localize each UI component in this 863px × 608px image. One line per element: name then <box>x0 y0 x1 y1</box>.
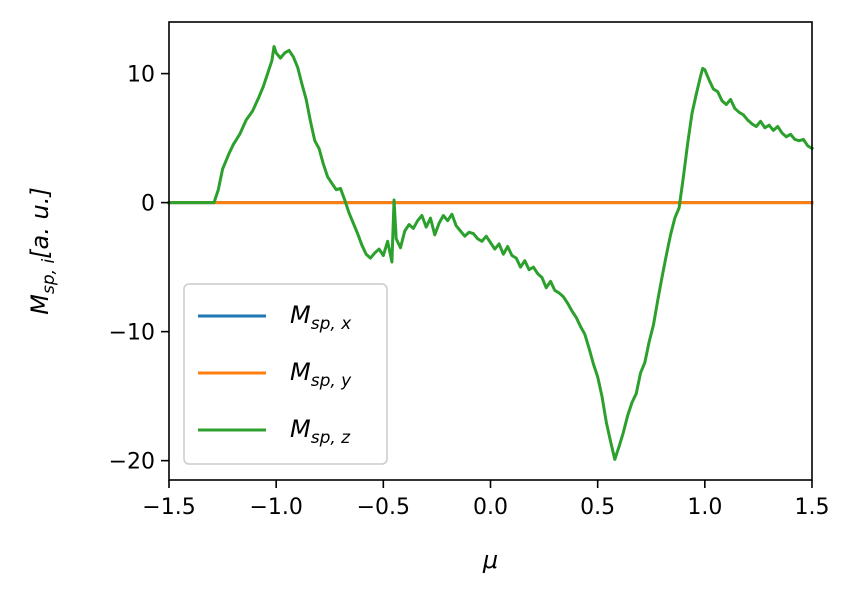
legend: Msp, x Msp, y Msp, z <box>183 283 388 465</box>
x-tick-label: 1.0 <box>687 495 722 520</box>
x-tick-label: −0.5 <box>357 495 410 520</box>
series-line-spz <box>167 45 815 461</box>
y-axis-label: Msp, i[a. u.] <box>26 187 59 314</box>
y-axis-label-subscript: sp, i <box>39 259 59 294</box>
x-tick-label: 0.0 <box>473 495 508 520</box>
x-tick-label: 0.5 <box>580 495 615 520</box>
legend-box <box>183 283 388 465</box>
y-tick-label: −10 <box>109 321 155 346</box>
series-layer <box>167 45 815 461</box>
y-axis-label-unit: [a. u.] <box>26 187 54 259</box>
y-tick-label: 10 <box>127 63 155 88</box>
y-axis-label-main: M <box>26 294 54 315</box>
legend-label-spx: Msp, x <box>290 301 352 334</box>
legend-label-spy: Msp, y <box>290 358 352 391</box>
x-tick-label: 1.5 <box>795 495 830 520</box>
y-tick-label: −20 <box>109 450 155 475</box>
x-axis-label: μ <box>482 546 498 574</box>
x-tick-label: −1.0 <box>249 495 302 520</box>
legend-label-spz: Msp, z <box>290 415 351 448</box>
y-tick-label: 0 <box>141 192 155 217</box>
x-tick-label: −1.5 <box>142 495 195 520</box>
tick-layer: −1.5 −1.0 −0.5 0.0 0.5 1.0 1.5 10 0 −10 −20 <box>109 63 830 520</box>
